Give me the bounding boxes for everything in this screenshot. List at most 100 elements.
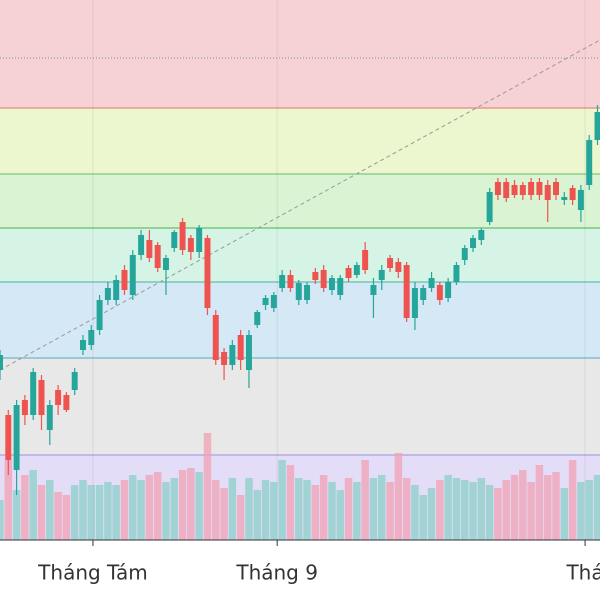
candle-body [63,395,70,410]
candle-body [212,315,219,360]
candle-body [113,280,120,300]
volume-bar [369,478,378,540]
candle-body [295,283,302,300]
candle-body [30,372,37,415]
candle-body [38,380,45,415]
candle-body [221,352,228,365]
volume-bar [245,478,253,540]
volume-bar [21,475,29,540]
candle-body [445,282,452,298]
candle-body [237,335,244,360]
volume-bar [29,470,37,540]
volume-bar [460,480,469,540]
volume-bar [543,475,552,540]
volume-bar [394,453,403,540]
candle-body [486,192,493,222]
volume-bar [303,480,311,540]
volume-bar [178,470,187,540]
volume-bar [286,465,295,540]
fib-band [0,0,600,108]
candle-body [270,295,277,308]
volume-bar [295,478,303,540]
candle-body [453,265,460,282]
candle-body [561,197,568,200]
candle-body [378,270,385,280]
volume-bar [4,460,13,540]
volume-bar [278,460,286,540]
candle-body [187,238,194,252]
candle-body [55,390,62,405]
volume-bar [145,475,154,540]
candle-body [478,230,485,240]
volume-bar [253,490,261,540]
candle-body [519,185,526,195]
candle-body [179,222,186,250]
volume-bar [104,482,112,540]
x-tick-label: Tháng 9 [235,561,318,585]
candle-body [320,270,327,288]
volume-bar [535,465,544,540]
candle-body [304,285,311,300]
volume-bar [236,495,245,540]
candle-body [162,258,169,270]
volume-bar [153,472,162,540]
candle-body [569,188,576,200]
x-axis-area [0,540,600,600]
volume-bar [386,482,394,540]
candle-body [411,288,418,318]
candle-body [171,232,178,248]
volume-bar [361,460,369,540]
volume-bar [79,480,87,540]
volume-bar [212,480,220,540]
candle-body [395,262,402,272]
candle-body [96,300,103,330]
candle-body [312,272,319,280]
candle-body [0,355,3,370]
volume-bar [519,470,527,540]
volume-bar [378,475,386,540]
volume-bar [593,475,600,540]
volume-bar [195,472,203,540]
volume-bar [510,475,519,540]
volume-bar [427,488,436,540]
candle-body [71,372,78,390]
candle-body [494,182,501,195]
volume-bar [568,460,577,540]
volume-bar [527,482,535,540]
volume-bar [344,478,353,540]
candle-body [553,182,560,195]
volume-bar [411,485,419,540]
volume-bar [402,478,411,540]
volume-bar [46,480,54,540]
volume-bar [485,485,494,540]
candle-body [196,228,203,252]
volume-bar [577,482,585,540]
candle-body [121,270,128,290]
candle-body [245,335,252,370]
volume-bar [319,475,328,540]
candle-body [46,405,53,430]
volume-bar [112,485,120,540]
candle-body [262,298,269,305]
candle-body [5,415,12,460]
volume-bar [552,472,560,540]
candle-body [428,278,435,288]
volume-bar [270,482,278,540]
volume-bar [311,485,320,540]
candle-body [337,278,344,295]
candle-body [594,112,600,140]
volume-bar [54,492,62,540]
candle-body [80,340,86,350]
volume-bar [261,480,270,540]
volume-bar [137,480,145,540]
volume-bar [87,485,96,540]
candle-body [104,288,111,300]
candle-body [370,285,377,295]
candle-body [511,185,518,195]
volume-bar [336,490,344,540]
candle-body [353,265,360,275]
candle-body [528,182,535,195]
volume-bar [436,480,444,540]
candle-body [204,238,211,308]
volume-bar [469,482,477,540]
